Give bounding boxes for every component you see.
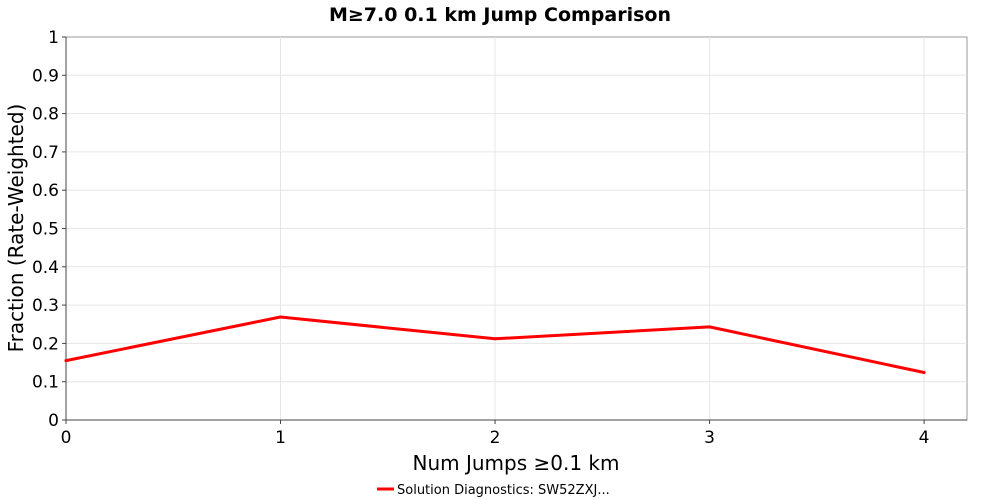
- x-tick-label: 3: [704, 428, 715, 448]
- data-point: [279, 315, 283, 319]
- y-tick-label: 0.4: [32, 258, 59, 278]
- x-tick-label: 0: [61, 428, 72, 448]
- x-tick-label: 1: [275, 428, 286, 448]
- data-point: [493, 337, 497, 341]
- x-tick-label: 4: [919, 428, 930, 448]
- chart-title: M≥7.0 0.1 km Jump Comparison: [329, 4, 671, 26]
- axes: [62, 36, 967, 424]
- x-tick-label: 2: [490, 428, 501, 448]
- y-tick-label: 0.6: [32, 181, 59, 201]
- y-tick-label: 0.3: [32, 296, 59, 316]
- x-axis-label: Num Jumps ≥0.1 km: [413, 451, 620, 475]
- tick-labels: 0 0.1 0.2 0.3 0.4 0.5 0.6 0.7 0.8 0.9 1 0 1 2 3 4: [32, 28, 930, 448]
- data-point: [922, 371, 926, 375]
- data-point: [64, 359, 68, 363]
- grid: [66, 37, 967, 420]
- legend-label: Solution Diagnostics: SW52ZXJ...: [397, 483, 610, 498]
- series: [64, 315, 926, 375]
- y-tick-label: 1: [48, 28, 59, 48]
- y-tick-label: 0.8: [32, 105, 59, 125]
- data-point: [708, 325, 712, 329]
- y-tick-label: 0.5: [32, 220, 59, 240]
- y-tick-label: 0: [48, 411, 59, 431]
- y-tick-label: 0.7: [32, 143, 59, 163]
- legend: Solution Diagnostics: SW52ZXJ...: [377, 483, 610, 498]
- y-tick-label: 0.2: [32, 334, 59, 354]
- y-tick-label: 0.1: [32, 373, 59, 393]
- y-axis-label: Fraction (Rate-Weighted): [4, 104, 28, 353]
- y-tick-label: 0.9: [32, 66, 59, 86]
